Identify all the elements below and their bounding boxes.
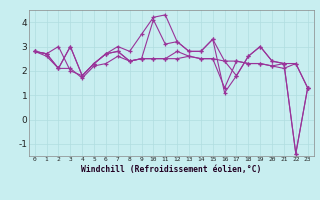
X-axis label: Windchill (Refroidissement éolien,°C): Windchill (Refroidissement éolien,°C) bbox=[81, 165, 261, 174]
